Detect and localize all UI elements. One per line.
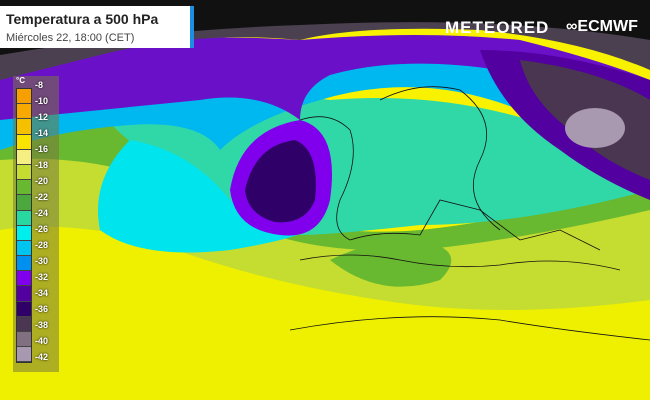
legend-label: -26 xyxy=(35,224,49,234)
legend-swatch xyxy=(17,225,31,241)
legend-label: -20 xyxy=(35,176,49,186)
legend-label: -12 xyxy=(35,112,49,122)
legend-swatch xyxy=(17,89,31,105)
legend-label: -14 xyxy=(35,128,49,138)
legend-swatch xyxy=(17,164,31,181)
ecmwf-logo-text: ECMWF xyxy=(577,18,638,35)
legend-color-bar xyxy=(16,88,32,364)
legend-swatch xyxy=(17,256,31,272)
map-datetime: Miércoles 22, 18:00 (CET) xyxy=(6,32,135,44)
legend-swatch xyxy=(17,195,31,211)
legend-swatch xyxy=(17,347,31,363)
legend-label: -28 xyxy=(35,240,49,250)
map-title: Temperatura a 500 hPa xyxy=(6,11,159,27)
legend-label: -32 xyxy=(35,272,49,282)
legend-swatch xyxy=(17,180,31,196)
ecmwf-logo-icon: ∞ xyxy=(566,18,578,35)
legend-swatch xyxy=(17,332,31,348)
legend-label: -34 xyxy=(35,288,49,298)
legend-swatch xyxy=(17,240,31,257)
legend-swatch xyxy=(17,134,31,150)
ecmwf-logo: ∞ECMWF xyxy=(566,18,638,36)
legend-label: -8 xyxy=(35,80,44,90)
legend-label: -30 xyxy=(35,256,49,266)
legend-swatch xyxy=(17,301,31,317)
legend-label: -22 xyxy=(35,192,49,202)
legend-swatch xyxy=(17,104,31,120)
legend-unit: °C xyxy=(16,76,25,85)
legend-swatch xyxy=(17,119,31,135)
meteored-logo: METEORED xyxy=(445,18,550,37)
legend-swatch xyxy=(17,210,31,226)
legend-labels: -8 -10 -12 -14 -16 -18 -20 -22 -24 -26 -28 -30 -32 -3… xyxy=(35,80,48,368)
legend-swatch xyxy=(17,316,31,332)
legend-label: -10 xyxy=(35,96,49,106)
legend-label: -18 xyxy=(35,160,49,170)
legend-label: -42 xyxy=(35,352,49,362)
legend-swatch xyxy=(17,271,31,287)
zone-20 xyxy=(330,240,452,287)
title-panel: Temperatura a 500 hPa Miércoles 22, 18:0… xyxy=(0,6,194,48)
zone-42-east xyxy=(565,108,625,148)
legend-swatch xyxy=(17,286,31,302)
legend-label: -24 xyxy=(35,208,49,218)
legend-label: -16 xyxy=(35,144,49,154)
legend-label: -40 xyxy=(35,336,49,346)
legend-label: -38 xyxy=(35,320,49,330)
coastlines xyxy=(289,86,650,341)
warm-zone xyxy=(0,220,650,400)
temperature-legend: °C -8 -10 -12 -14 -16 -18 -20 -22 -24 -26 -28 -30 -3… xyxy=(13,76,59,372)
legend-label: -36 xyxy=(35,304,49,314)
cold-core xyxy=(245,140,316,223)
legend-swatch xyxy=(17,149,31,165)
